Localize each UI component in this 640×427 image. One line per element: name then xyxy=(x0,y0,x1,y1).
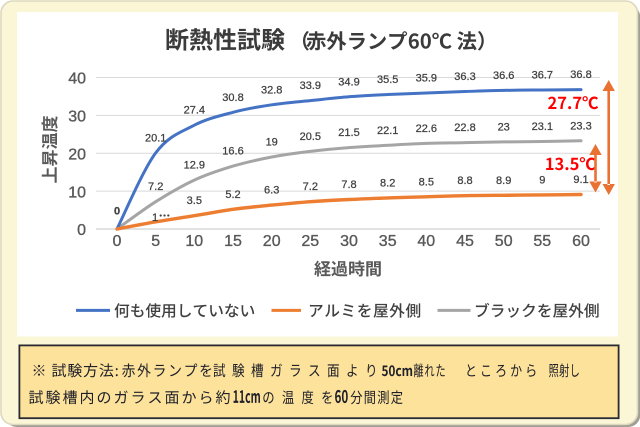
svg-text:35.5: 35.5 xyxy=(377,74,398,86)
svg-text:36.7: 36.7 xyxy=(532,70,553,82)
svg-text:22.1: 22.1 xyxy=(377,125,398,137)
svg-text:35: 35 xyxy=(379,233,397,250)
svg-text:21.5: 21.5 xyxy=(338,127,359,139)
svg-text:27.4: 27.4 xyxy=(184,105,205,117)
svg-text:20: 20 xyxy=(263,233,281,250)
svg-text:7.2: 7.2 xyxy=(303,181,318,193)
svg-text:22.6: 22.6 xyxy=(416,123,437,135)
svg-text:36.3: 36.3 xyxy=(454,71,475,83)
svg-text:9: 9 xyxy=(539,174,545,186)
svg-text:32.8: 32.8 xyxy=(261,84,282,96)
svg-text:7.8: 7.8 xyxy=(341,179,356,191)
svg-text:36.8: 36.8 xyxy=(570,69,591,81)
svg-text:20: 20 xyxy=(68,146,86,163)
svg-text:5: 5 xyxy=(151,233,160,250)
svg-text:8.9: 8.9 xyxy=(496,175,511,187)
svg-text:15: 15 xyxy=(224,233,242,250)
svg-text:45: 45 xyxy=(456,233,474,250)
svg-text:7.2: 7.2 xyxy=(148,181,163,193)
svg-text:30: 30 xyxy=(340,233,358,250)
svg-text:25: 25 xyxy=(301,233,319,250)
svg-text:0: 0 xyxy=(77,222,86,239)
svg-text:16.6: 16.6 xyxy=(222,146,243,158)
svg-text:36.6: 36.6 xyxy=(493,70,514,82)
svg-text:9.1: 9.1 xyxy=(573,174,588,186)
svg-text:10: 10 xyxy=(185,233,203,250)
svg-text:19: 19 xyxy=(266,137,278,149)
svg-text:20.1: 20.1 xyxy=(145,132,166,144)
svg-text:0: 0 xyxy=(113,233,122,250)
svg-text:35.9: 35.9 xyxy=(416,73,437,85)
svg-text:60: 60 xyxy=(572,233,590,250)
svg-text:34.9: 34.9 xyxy=(338,76,359,88)
svg-text:33.9: 33.9 xyxy=(300,80,321,92)
svg-text:3.5: 3.5 xyxy=(187,195,202,207)
svg-text:8.2: 8.2 xyxy=(380,177,395,189)
svg-text:0: 0 xyxy=(114,206,120,218)
svg-text:1: 1 xyxy=(152,212,158,224)
svg-text:8.5: 8.5 xyxy=(419,176,434,188)
svg-text:8.8: 8.8 xyxy=(457,175,472,187)
svg-text:55: 55 xyxy=(533,233,551,250)
svg-text:30.8: 30.8 xyxy=(222,92,243,104)
svg-text:20.5: 20.5 xyxy=(300,131,321,143)
svg-text:30: 30 xyxy=(68,109,86,126)
svg-text:5.2: 5.2 xyxy=(225,189,240,201)
svg-text:10: 10 xyxy=(68,184,86,201)
svg-text:40: 40 xyxy=(68,71,86,88)
svg-text:22.8: 22.8 xyxy=(454,122,475,134)
svg-text:23.3: 23.3 xyxy=(570,120,591,132)
svg-text:23: 23 xyxy=(498,121,510,133)
svg-text:6.3: 6.3 xyxy=(264,185,279,197)
svg-text:23.1: 23.1 xyxy=(532,121,553,133)
svg-text:12.9: 12.9 xyxy=(184,160,205,172)
svg-text:50: 50 xyxy=(495,233,513,250)
svg-text:40: 40 xyxy=(417,233,435,250)
